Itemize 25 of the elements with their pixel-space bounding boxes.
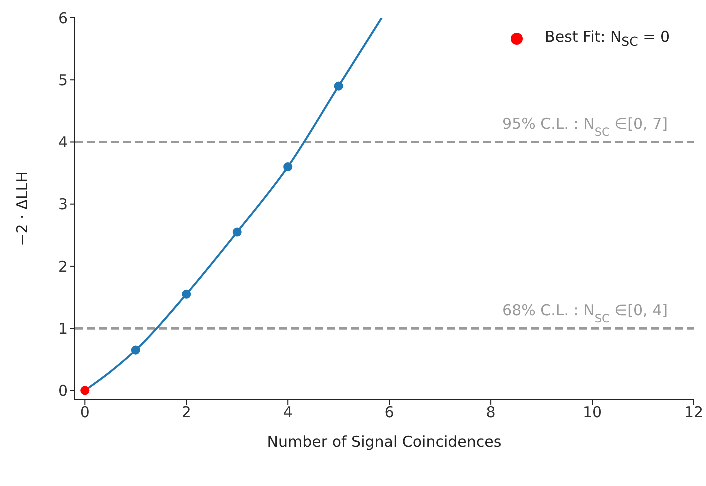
legend-label: Best Fit: N$_{SC}$ = 0 xyxy=(545,28,670,49)
point xyxy=(334,82,344,91)
y-tick-label: 0 xyxy=(58,382,68,400)
x-tick-label: 6 xyxy=(384,404,394,422)
point xyxy=(232,228,242,237)
point xyxy=(284,162,293,172)
point xyxy=(182,290,192,299)
x-tick-label: 0 xyxy=(80,404,90,422)
y-tick-label: 1 xyxy=(58,320,68,338)
point xyxy=(131,346,140,355)
x-tick-label: 4 xyxy=(283,404,293,422)
x-tick-label: 12 xyxy=(684,404,704,422)
y-tick-label: 2 xyxy=(58,258,68,276)
y-axis-title: −2 · ΔLLH xyxy=(13,172,32,246)
y-tick-label: 3 xyxy=(58,196,68,214)
x-tick-label: 10 xyxy=(582,404,602,422)
y-tick-label: 6 xyxy=(58,9,68,28)
y-tick-label: 5 xyxy=(58,71,68,90)
ref-line-label: 95% C.L. : N$_{SC}$ ∈[0, 7] xyxy=(502,115,668,139)
point xyxy=(80,386,90,396)
x-tick-label: 8 xyxy=(486,404,496,422)
y-tick-label: 4 xyxy=(58,134,68,152)
ref-line-label: 68% C.L. : N$_{SC}$ ∈[0, 4] xyxy=(502,302,668,326)
x-tick-label: 2 xyxy=(182,404,192,422)
x-axis-title: Number of Signal Coincidences xyxy=(267,433,502,451)
